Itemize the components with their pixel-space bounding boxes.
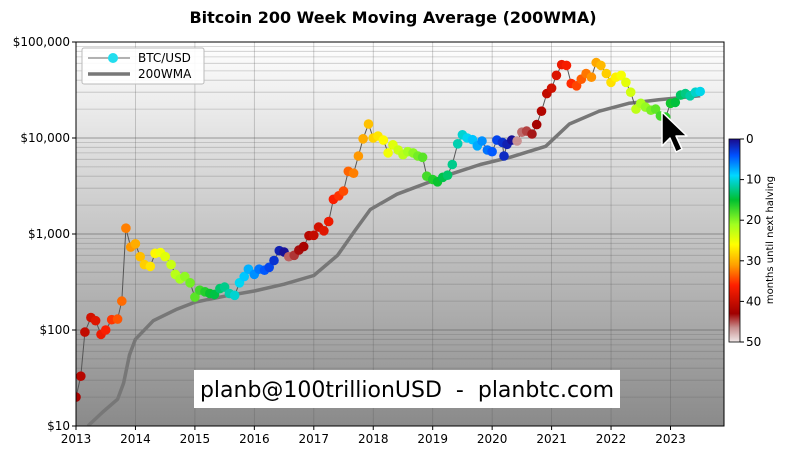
btc-point bbox=[309, 230, 319, 241]
btc-point bbox=[90, 315, 101, 326]
x-tick-label: 2013 bbox=[61, 432, 92, 446]
colorbar-tick-label: 0 bbox=[746, 132, 754, 146]
colorbar-tick-label: 40 bbox=[746, 294, 761, 308]
btc-point bbox=[145, 261, 156, 272]
credit-annotation: planb@100trillionUSD - planbtc.com bbox=[194, 370, 620, 408]
btc-point bbox=[166, 259, 176, 270]
legend-btc-label: BTC/USD bbox=[138, 51, 191, 65]
btc-point bbox=[625, 87, 636, 97]
legend: BTC/USD 200WMA bbox=[81, 47, 205, 85]
wma-200-series bbox=[86, 94, 701, 426]
btc-point bbox=[269, 255, 279, 266]
btc-point bbox=[229, 290, 240, 301]
y-tick-label: $1,000 bbox=[28, 227, 70, 241]
btc-point bbox=[112, 314, 123, 324]
btc-point bbox=[117, 296, 127, 306]
colorbar: 0 10 20 30 40 50 months until next halving bbox=[728, 132, 776, 349]
btc-point bbox=[76, 392, 81, 402]
grid bbox=[75, 42, 724, 427]
x-axis: 2013 2014 2015 2016 2017 2018 2019 2020 2021 2022… bbox=[61, 426, 686, 446]
btc-point bbox=[363, 119, 374, 129]
btc-point bbox=[561, 60, 572, 71]
btc-point bbox=[190, 292, 200, 302]
btc-point bbox=[621, 77, 631, 88]
btc-point bbox=[527, 129, 537, 139]
wma-200-line bbox=[86, 94, 701, 426]
btc-point bbox=[551, 70, 562, 81]
btc-point bbox=[383, 148, 393, 158]
btc-point bbox=[531, 119, 542, 130]
btc-point bbox=[546, 83, 557, 93]
btc-point bbox=[358, 134, 368, 144]
btc-point bbox=[348, 168, 359, 178]
btc-point bbox=[323, 216, 334, 227]
x-tick-label: 2016 bbox=[239, 432, 270, 446]
colorbar-tick-label: 30 bbox=[746, 254, 761, 268]
btc-point bbox=[536, 106, 547, 116]
btc-point bbox=[601, 68, 612, 79]
btc-point bbox=[338, 186, 349, 196]
y-axis: $10 $100 $1,000 $10,000 $100,000 bbox=[13, 35, 76, 433]
x-tick-label: 2019 bbox=[417, 432, 448, 446]
btc-point bbox=[239, 271, 249, 282]
btc-point bbox=[512, 136, 522, 146]
btc-point bbox=[417, 152, 428, 163]
btc-point bbox=[695, 86, 705, 97]
legend-200wma-label: 200WMA bbox=[138, 67, 192, 81]
btc-point bbox=[477, 136, 487, 146]
btc-point bbox=[76, 371, 86, 382]
btc-point bbox=[447, 159, 458, 170]
btc-point bbox=[378, 135, 389, 145]
y-tick-label: $10,000 bbox=[20, 131, 70, 145]
credit-text: planb@100trillionUSD - planbtc.com bbox=[200, 378, 614, 403]
x-tick-label: 2018 bbox=[358, 432, 389, 446]
x-tick-label: 2015 bbox=[180, 432, 211, 446]
btc-point bbox=[319, 226, 329, 236]
y-tick-label: $100,000 bbox=[13, 35, 70, 49]
btc-point bbox=[135, 251, 145, 262]
btc-point bbox=[130, 239, 141, 249]
x-tick-label: 2020 bbox=[477, 432, 508, 446]
btc-point bbox=[264, 262, 275, 273]
chart-title: Bitcoin 200 Week Moving Average (200WMA) bbox=[189, 8, 596, 27]
btc-point bbox=[487, 146, 497, 157]
btc-point bbox=[596, 60, 606, 71]
btc-point bbox=[121, 223, 131, 233]
colorbar-tick-label: 10 bbox=[746, 173, 761, 187]
y-tick-label: $100 bbox=[39, 323, 70, 337]
x-tick-label: 2021 bbox=[536, 432, 567, 446]
colorbar-tick-label: 20 bbox=[746, 213, 761, 227]
btc-point bbox=[160, 251, 170, 262]
btc-point bbox=[80, 327, 90, 337]
x-tick-label: 2023 bbox=[655, 432, 686, 446]
colorbar-tick-label: 50 bbox=[746, 335, 761, 349]
btc-point bbox=[650, 104, 661, 114]
btc-point bbox=[353, 151, 364, 161]
btc-point bbox=[616, 70, 626, 81]
y-tick-label: $10 bbox=[47, 419, 70, 433]
btc-point bbox=[100, 325, 111, 335]
btc-point bbox=[185, 278, 195, 288]
x-tick-label: 2014 bbox=[120, 432, 151, 446]
btc-point bbox=[442, 170, 453, 180]
btc-point bbox=[452, 139, 463, 149]
x-tick-label: 2017 bbox=[299, 432, 330, 446]
mouse-cursor-icon bbox=[661, 111, 688, 153]
btc-point bbox=[499, 151, 509, 161]
x-tick-label: 2022 bbox=[596, 432, 627, 446]
btc-point bbox=[298, 241, 309, 252]
colorbar-label: months until next halving bbox=[765, 176, 776, 304]
btc-point bbox=[586, 72, 597, 82]
btc-point bbox=[670, 97, 681, 108]
